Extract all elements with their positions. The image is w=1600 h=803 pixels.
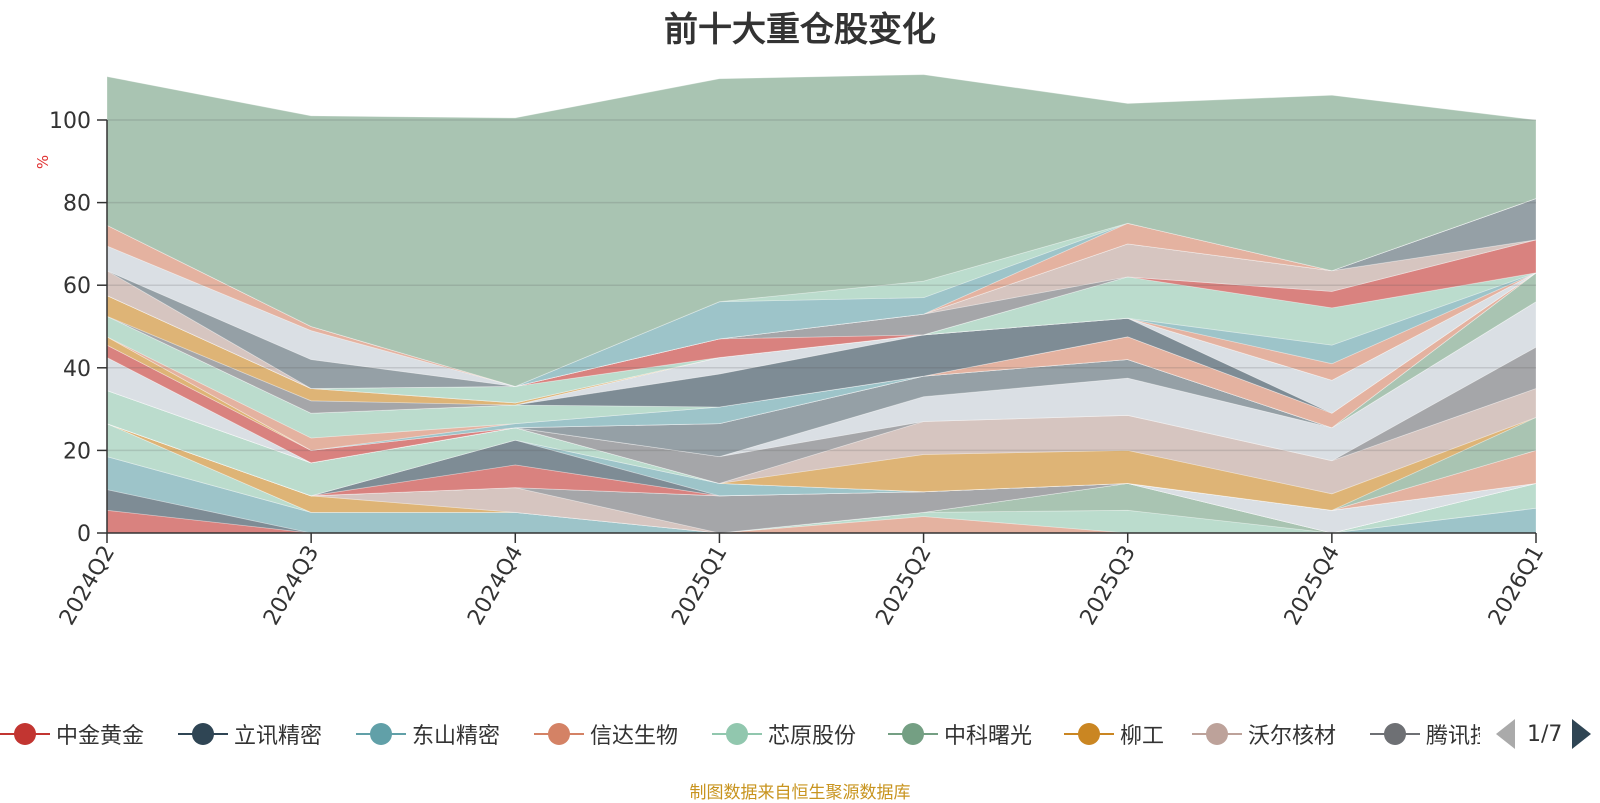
area-series-group bbox=[106, 74, 1537, 534]
legend-page-indicator: 1/7 bbox=[1527, 721, 1563, 747]
x-tick-label: 2025Q3 bbox=[1076, 542, 1141, 630]
legend-label: 中金黄金 bbox=[56, 724, 145, 749]
x-tick-label: 2024Q2 bbox=[55, 542, 120, 630]
legend-marker-icon bbox=[888, 723, 938, 745]
legend-marker-icon bbox=[178, 723, 228, 745]
triangle-right-icon[interactable] bbox=[1572, 719, 1592, 749]
triangle-left-icon[interactable] bbox=[1496, 719, 1515, 749]
legend-item[interactable]: 芯原股份 bbox=[712, 716, 856, 752]
legend-item[interactable]: 沃尔核材 bbox=[1192, 716, 1336, 752]
legend-label: 东山精密 bbox=[412, 724, 501, 749]
legend-marker-icon bbox=[712, 723, 762, 745]
legend-item[interactable]: 东山精密 bbox=[356, 716, 500, 752]
legend-marker-icon bbox=[1192, 723, 1242, 745]
x-tick-label: 2025Q4 bbox=[1280, 542, 1345, 630]
legend-label: 立讯精密 bbox=[234, 724, 323, 749]
legend-marker-icon bbox=[0, 723, 50, 745]
chart-title: 前十大重仓股变化 bbox=[664, 10, 936, 50]
y-tick-label: 100 bbox=[49, 109, 91, 134]
legend-item[interactable]: 中金黄金 bbox=[0, 716, 144, 752]
legend-marker-icon bbox=[1064, 723, 1114, 745]
area-series-15 bbox=[106, 423, 1537, 511]
legend-pager: 1/7 bbox=[1496, 716, 1592, 752]
legend-item[interactable]: 柳工 bbox=[1064, 716, 1164, 752]
legend-marker-icon bbox=[356, 723, 406, 745]
y-axis-label: % bbox=[34, 155, 52, 169]
x-tick-label: 2026Q1 bbox=[1484, 542, 1549, 630]
legend: 中金黄金 立讯精密 东山精密 信达生物 芯原股份 中科曙光 柳工 沃尔核材 腾讯控股 bbox=[0, 716, 1480, 752]
legend-label: 沃尔核材 bbox=[1248, 724, 1337, 749]
stacked-area-chart: 0 20 40 60 80 100% 2024Q2 2024Q3 2024Q4 2025Q1 202… bbox=[34, 74, 1549, 630]
y-tick-label: 0 bbox=[77, 522, 91, 547]
legend-item[interactable]: 腾讯控股 bbox=[1370, 716, 1480, 752]
legend-item[interactable]: 中科曙光 bbox=[888, 716, 1032, 752]
y-tick-label: 60 bbox=[63, 274, 91, 299]
legend-label: 中科曙光 bbox=[944, 724, 1033, 749]
legend-label: 柳工 bbox=[1120, 724, 1165, 749]
y-tick-label: 20 bbox=[63, 439, 91, 464]
grid-lines bbox=[107, 119, 1536, 452]
x-tick-label: 2025Q2 bbox=[871, 542, 936, 630]
y-tick-label: 80 bbox=[63, 192, 91, 217]
legend-label: 腾讯控股 bbox=[1426, 724, 1480, 749]
y-tick-label: 40 bbox=[63, 357, 91, 382]
x-tick-label: 2024Q3 bbox=[259, 542, 324, 630]
legend-marker-icon bbox=[534, 723, 584, 745]
source-note: 制图数据来自恒生聚源数据库 bbox=[689, 783, 911, 803]
legend-item[interactable]: 信达生物 bbox=[534, 716, 678, 752]
legend-label: 信达生物 bbox=[590, 724, 679, 749]
x-tick-label: 2025Q1 bbox=[667, 542, 732, 630]
area-series-44 bbox=[106, 74, 1537, 387]
legend-marker-icon bbox=[1370, 723, 1420, 745]
legend-item[interactable]: 立讯精密 bbox=[178, 716, 322, 752]
legend-label: 芯原股份 bbox=[768, 724, 857, 749]
x-tick-label: 2024Q4 bbox=[463, 542, 528, 630]
